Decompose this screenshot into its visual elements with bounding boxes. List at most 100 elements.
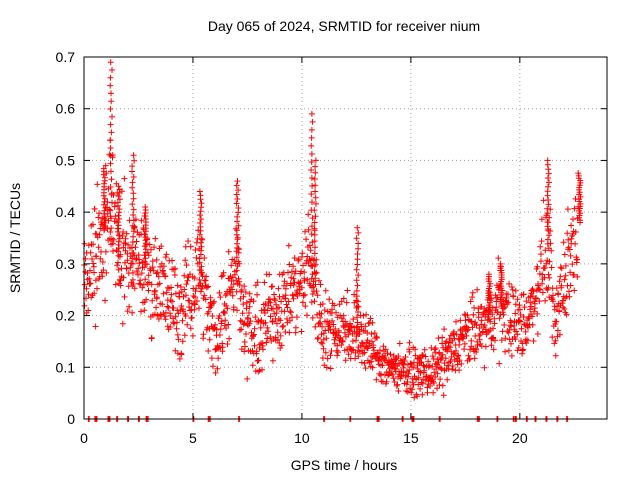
data-point [331,302,338,309]
peak-point [311,225,318,232]
data-point [558,265,565,272]
data-point [554,303,560,310]
peak-point [544,236,551,243]
data-point [148,246,154,253]
data-point [278,298,285,305]
peak-point [130,217,137,224]
peak-point [312,169,319,176]
data-point [215,355,222,362]
data-point [320,330,327,337]
data-point [242,289,249,296]
data-point [455,353,462,359]
data-point [267,334,274,340]
peak-point [353,235,360,242]
data-point [196,305,202,312]
peak-point [115,212,122,219]
data-point [185,238,192,245]
data-point [408,389,415,396]
data-point [192,288,199,295]
data-point [305,226,312,233]
data-point [461,340,468,347]
data-point [432,374,439,380]
peak-point [233,200,240,207]
peak-point [115,238,122,245]
data-point [542,247,549,254]
data-point [347,320,353,327]
peak-point [546,214,553,221]
data-point [565,236,572,243]
data-point [563,311,570,318]
data-point [558,282,565,289]
data-point [512,336,519,343]
peak-point [308,191,315,197]
data-point [527,299,534,306]
data-point [342,357,349,364]
data-point [474,342,481,348]
data-point [125,241,132,248]
data-point [561,276,568,283]
data-point [251,325,258,332]
peak-point [354,314,361,321]
data-point [168,284,175,291]
data-point [268,283,275,290]
data-point [368,338,375,345]
data-point [471,355,478,362]
data-point [505,299,512,306]
data-point [250,331,257,338]
data-point [217,294,224,301]
data-point [453,347,459,354]
data-point [434,385,441,392]
peak-point [310,256,317,263]
data-point [406,348,413,355]
data-point [443,338,450,345]
data-point [136,260,143,267]
data-point [521,321,527,328]
data-point [422,353,429,360]
data-point [319,355,326,361]
data-point [192,301,198,308]
data-point [257,324,264,331]
peak-point [108,129,115,136]
peak-point [108,90,114,97]
data-point [155,316,162,322]
data-point [345,351,352,358]
data-point [151,244,158,251]
data-point [374,334,380,341]
data-point [560,239,567,246]
data-point [217,326,224,333]
data-point [450,351,457,358]
data-point [488,342,495,349]
data-point [297,279,304,286]
peak-point [107,137,114,144]
data-point [556,307,562,314]
data-point [391,379,398,385]
data-point [304,312,310,319]
data-point [352,355,359,362]
peak-point [235,258,242,265]
data-point [502,335,509,342]
data-point [188,314,195,321]
data-point [148,334,155,341]
data-point [553,318,560,325]
data-point [85,307,92,314]
peak-point [235,205,242,211]
data-point [323,364,330,371]
data-point [200,331,207,338]
data-point [189,332,196,339]
data-point [97,255,104,262]
data-point [158,243,165,250]
peak-point [130,212,137,218]
data-point [298,328,305,335]
data-point [122,235,129,242]
data-point [236,327,243,333]
data-point [512,310,519,317]
peak-point [308,134,315,141]
peak-point [353,277,360,284]
data-point [206,336,213,343]
data-point [367,315,374,322]
data-point [103,269,110,276]
data-point [402,354,409,360]
data-point [418,379,425,386]
peak-point [311,176,318,182]
data-point [564,230,571,237]
